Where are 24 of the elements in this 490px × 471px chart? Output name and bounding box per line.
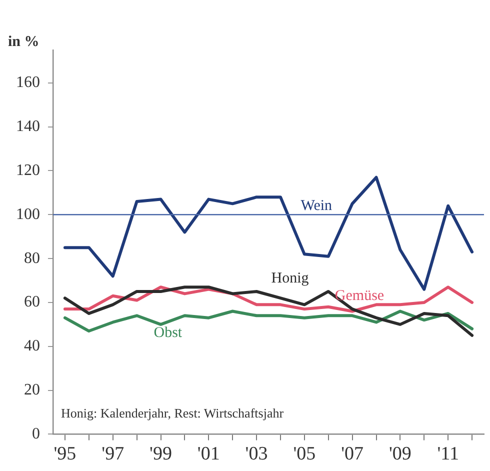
x-tick-label: '03 (245, 444, 268, 465)
y-tick-label: 100 (16, 206, 40, 223)
x-tick-label: '01 (197, 444, 220, 465)
x-tick-label: '05 (293, 444, 316, 465)
x-tick-label: '97 (102, 444, 124, 465)
x-tick-label: '95 (54, 444, 76, 465)
y-tick-label: 0 (32, 425, 40, 442)
x-tick-label: '99 (150, 444, 172, 465)
y-tick-label: 20 (24, 381, 40, 398)
y-axis-title: in % (8, 34, 40, 51)
series-label: Wein (300, 198, 333, 214)
y-tick-label: 40 (24, 338, 40, 355)
y-tick-label: 60 (24, 294, 40, 311)
x-tick-label: '07 (341, 444, 364, 465)
y-tick-label: 140 (16, 118, 40, 136)
x-tick-label: '09 (388, 444, 412, 465)
series-label: Gemüse (334, 288, 384, 304)
y-tick-label: 80 (24, 250, 40, 267)
y-tick-label: 120 (16, 162, 40, 179)
series-label: Obst (154, 325, 183, 342)
x-tick-label: '11 (437, 444, 459, 465)
annotation: Honig: Kalenderjahr, Rest: Wirtschaftsjahr (61, 406, 284, 421)
y-tick-label: 160 (16, 74, 40, 92)
series-label: Honig (271, 270, 310, 286)
